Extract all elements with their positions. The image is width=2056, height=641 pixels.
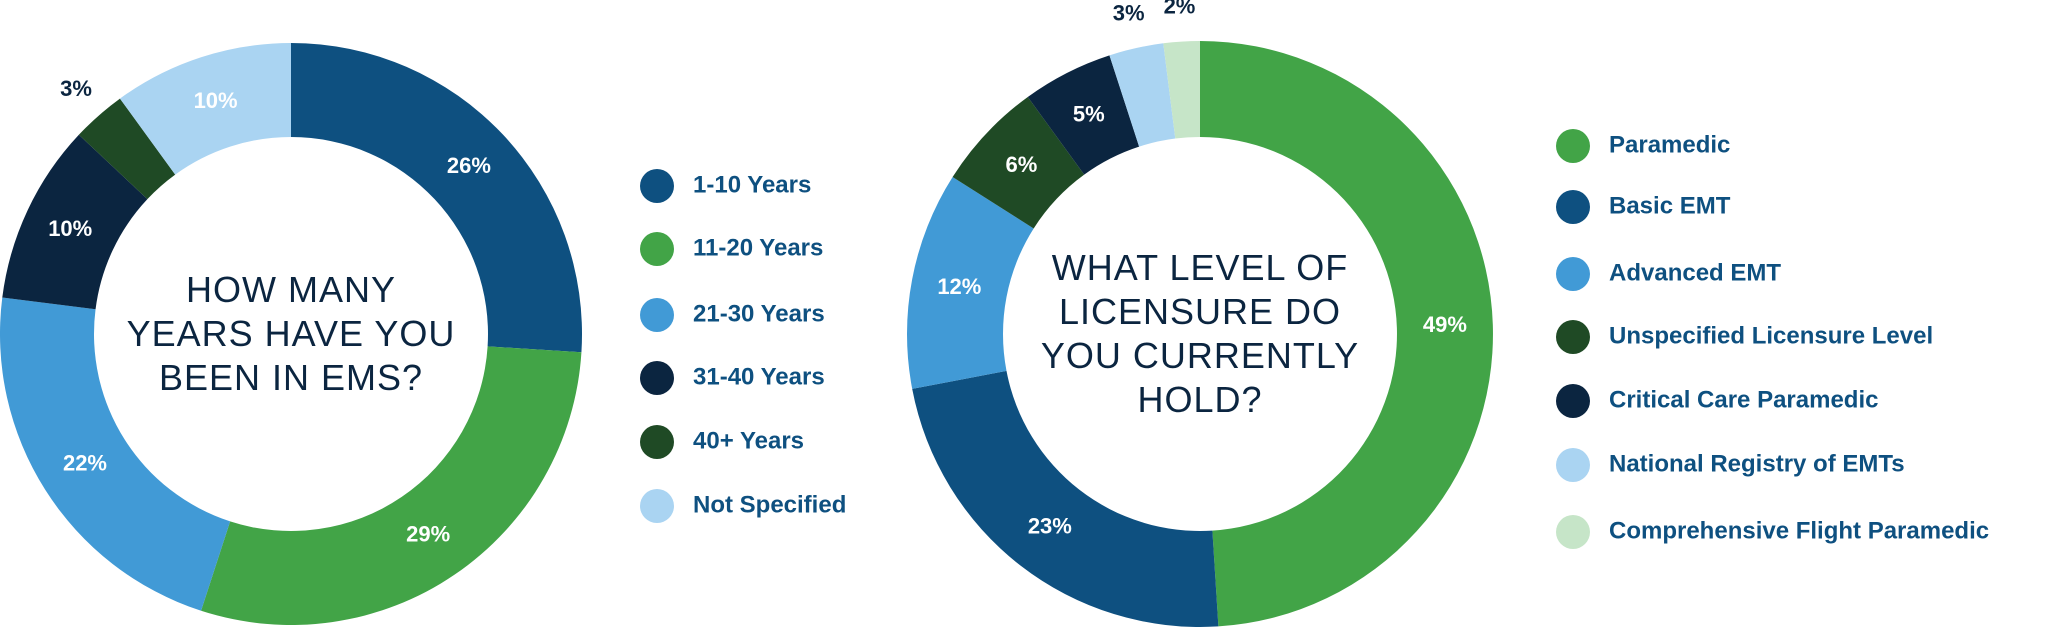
legend-marker xyxy=(1556,320,1590,354)
value-label: 12% xyxy=(937,274,981,299)
legend-marker xyxy=(1556,384,1590,418)
legend-label: 1-10 Years xyxy=(693,171,811,198)
legend-marker xyxy=(1556,515,1590,549)
legend-marker xyxy=(1556,448,1590,482)
legend-marker xyxy=(640,169,674,203)
legend-label: 40+ Years xyxy=(693,427,804,454)
legend-label: Advanced EMT xyxy=(1609,259,1781,286)
legend-marker xyxy=(640,361,674,395)
slice xyxy=(952,96,1085,229)
legend-marker xyxy=(1556,257,1590,291)
slice xyxy=(78,98,176,200)
slice xyxy=(119,43,291,175)
legend-label: Comprehensive Flight Paramedic xyxy=(1609,517,1989,544)
value-label: 6% xyxy=(1006,152,1038,177)
value-label: 10% xyxy=(48,216,92,241)
legend-label: Paramedic xyxy=(1609,131,1730,158)
legend-marker xyxy=(640,232,674,266)
slice xyxy=(0,297,231,611)
legend-marker xyxy=(640,489,674,523)
legend-label: Unspecified Licensure Level xyxy=(1609,322,1933,349)
value-label: 22% xyxy=(63,451,107,476)
slice xyxy=(1163,41,1200,139)
slice xyxy=(1200,41,1493,627)
value-label: 10% xyxy=(194,88,238,113)
legend-label: National Registry of EMTs xyxy=(1609,450,1905,477)
slice xyxy=(906,177,1034,389)
slice xyxy=(1027,55,1140,175)
slice xyxy=(201,346,582,626)
value-label: 3% xyxy=(1113,1,1145,26)
slice xyxy=(2,134,148,310)
value-label: 23% xyxy=(1028,513,1072,538)
value-label: 29% xyxy=(406,522,450,547)
chart-title: HOW MANY YEARS HAVE YOU BEEN IN EMS? xyxy=(126,269,456,398)
slice xyxy=(912,370,1219,627)
legend-marker xyxy=(1556,129,1590,163)
value-label: 2% xyxy=(1164,0,1196,18)
legend-label: 21-30 Years xyxy=(693,300,825,327)
legend-label: 11-20 Years xyxy=(693,234,823,261)
value-label: 26% xyxy=(447,153,491,178)
legend-label: Not Specified xyxy=(693,491,846,518)
chart-title: WHAT LEVEL OF LICENSURE DO YOU CURRENTLY… xyxy=(1040,247,1360,420)
value-label: 3% xyxy=(60,76,92,101)
slice xyxy=(291,43,583,353)
value-label: 49% xyxy=(1423,312,1467,337)
legend-label: Critical Care Paramedic xyxy=(1609,386,1878,413)
legend-label: 31-40 Years xyxy=(693,363,825,390)
slice xyxy=(1109,43,1176,147)
legend-marker xyxy=(640,425,674,459)
value-label: 5% xyxy=(1073,102,1105,127)
legend-label: Basic EMT xyxy=(1609,192,1731,219)
legend-marker xyxy=(1556,190,1590,224)
legend-marker xyxy=(640,298,674,332)
